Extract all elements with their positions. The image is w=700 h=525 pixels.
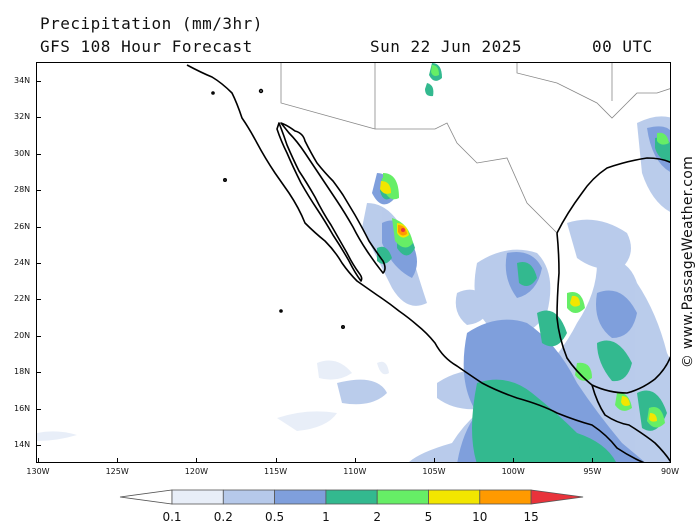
legend-swatch	[171, 489, 224, 505]
legend-label: 0.2	[213, 510, 233, 524]
legend-label: 5	[424, 510, 433, 524]
lat-label: 32N	[14, 112, 31, 122]
legend-swatch	[325, 489, 378, 505]
lat-label: 16N	[14, 403, 31, 413]
lon-label: 100W	[501, 467, 525, 476]
legend-swatch	[376, 489, 429, 505]
lat-tick	[36, 153, 41, 155]
lat-tick	[36, 190, 41, 192]
precip-legend	[119, 489, 584, 505]
precip-layer-teal	[377, 63, 670, 462]
precip-layer-red	[401, 228, 405, 232]
lat-label: 14N	[14, 440, 31, 449]
lon-tick	[117, 458, 119, 463]
coastline	[186, 64, 670, 462]
lon-label: 90W	[660, 467, 680, 476]
lon-label: 120W	[184, 467, 208, 476]
lat-tick	[36, 408, 41, 410]
legend-arrow-low	[119, 489, 173, 505]
lat-label: 18N	[14, 367, 31, 377]
legend-label: 15	[523, 510, 539, 524]
lat-tick	[36, 299, 41, 301]
legend-label: 1	[322, 510, 330, 524]
lat-tick	[36, 117, 41, 119]
legend-label: 0.1	[162, 510, 182, 524]
lon-label: 125W	[105, 467, 129, 476]
lat-label: 30N	[14, 148, 31, 158]
legend-label: 0.5	[265, 510, 285, 524]
lat-label: 20N	[14, 330, 31, 340]
map-title: Precipitation (mm/3hr)	[40, 14, 263, 33]
lat-label: 26N	[14, 221, 31, 231]
lon-tick	[275, 458, 277, 463]
lat-tick	[36, 263, 41, 264]
credit-watermark: © www.PassageWeather.com	[680, 155, 696, 369]
lon-label: 105W	[422, 467, 446, 476]
legend-swatch	[428, 489, 481, 505]
lon-tick	[513, 458, 515, 463]
lon-tick	[38, 458, 39, 463]
lat-tick	[36, 372, 41, 374]
lat-label: 24N	[14, 258, 31, 267]
lat-label: 34N	[14, 76, 31, 85]
lon-label: 130W	[26, 467, 50, 476]
forecast-time: 00 UTC	[592, 37, 653, 56]
precipitation-map	[36, 62, 671, 463]
lat-tick	[36, 226, 41, 228]
legend-label: 2	[373, 510, 382, 524]
lon-tick	[196, 458, 198, 463]
lon-tick	[592, 458, 594, 463]
lat-label: 22N	[14, 294, 31, 304]
lat-tick	[36, 445, 41, 446]
lon-tick	[354, 458, 356, 463]
map-canvas	[37, 63, 670, 462]
lon-label: 115W	[264, 467, 288, 476]
legend-swatch	[222, 489, 276, 505]
lat-tick	[36, 335, 41, 337]
legend-swatch	[479, 489, 532, 505]
lon-label: 95W	[583, 467, 602, 476]
lon-tick	[670, 458, 671, 463]
country-borders	[280, 63, 670, 234]
forecast-label: GFS 108 Hour Forecast	[40, 37, 253, 56]
legend-arrow-high	[530, 489, 584, 505]
legend-label: 10	[472, 510, 488, 524]
lon-tick	[434, 458, 435, 463]
forecast-date: Sun 22 Jun 2025	[370, 37, 522, 56]
lat-label: 28N	[14, 185, 31, 195]
precip-layer-faint	[37, 360, 389, 441]
legend-swatch	[274, 489, 327, 505]
lat-tick	[36, 81, 41, 82]
lon-label: 110W	[343, 467, 367, 476]
